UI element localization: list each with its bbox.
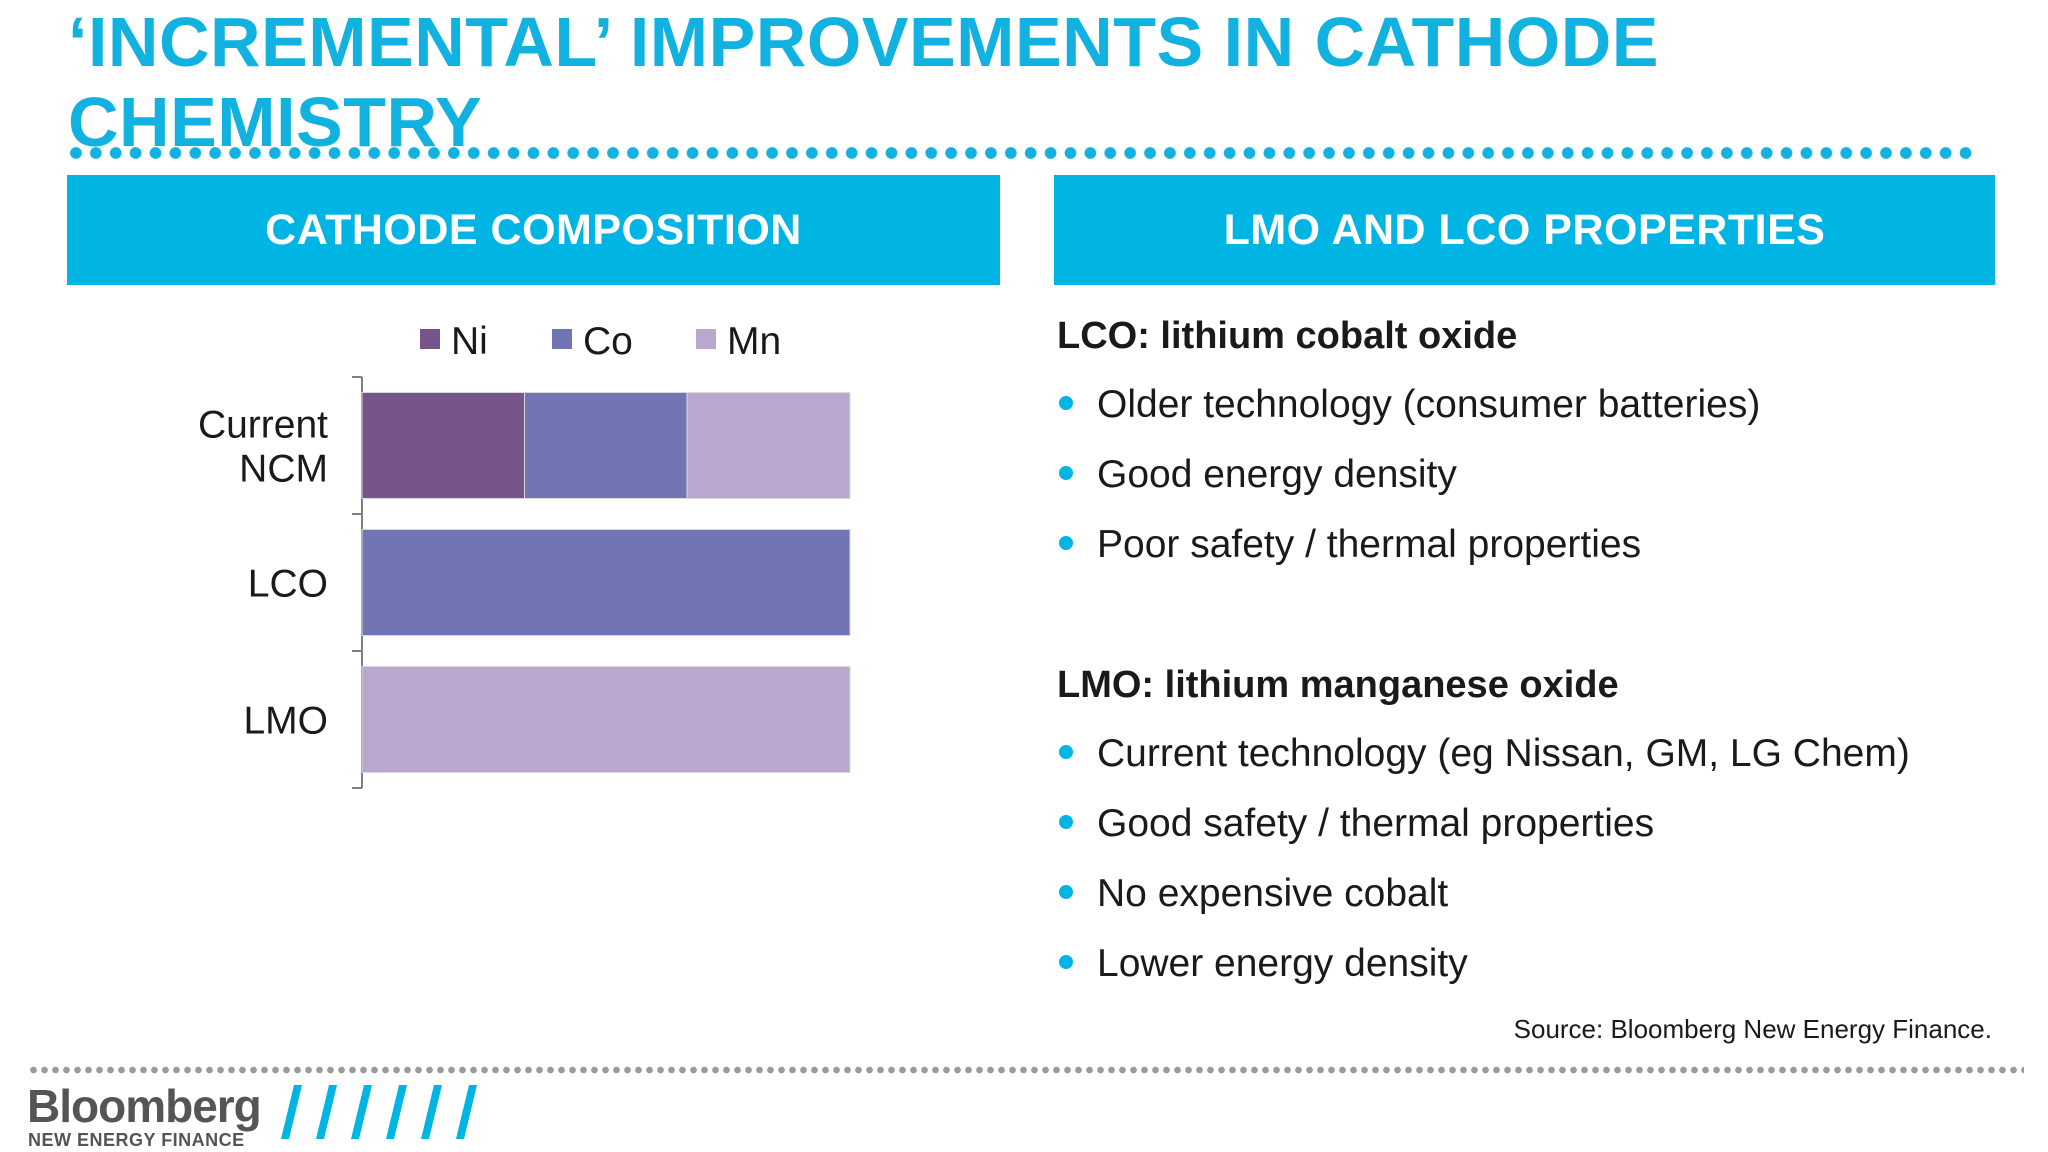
bullet-icon (1059, 536, 1073, 550)
lmo-bullet-list: Current technology (eg Nissan, GM, LG Ch… (1055, 727, 1910, 1007)
list-item: Good safety / thermal properties (1055, 797, 1910, 867)
list-item: Current technology (eg Nissan, GM, LG Ch… (1055, 727, 1910, 797)
bar-lmo-mn (361, 666, 851, 773)
bloomberg-logo: Bloomberg NEW ENERGY FINANCE (27, 1080, 267, 1150)
logo-wordmark: Bloomberg (27, 1080, 262, 1132)
bullet-icon (1059, 745, 1073, 759)
category-label-current-ncm: Current NCM (198, 404, 328, 491)
list-item: Lower energy density (1055, 937, 1910, 1007)
lmo-heading: LMO: lithium manganese oxide (1057, 664, 1619, 706)
bullet-icon (1059, 955, 1073, 969)
source-note: Source: Bloomberg New Energy Finance. (1513, 1014, 1992, 1044)
list-item: Older technology (consumer batteries) (1055, 378, 1760, 448)
bullet-text: Older technology (consumer batteries) (1097, 383, 1761, 426)
title-dotted-divider (66, 146, 1976, 160)
bar-layer (361, 392, 851, 773)
bullet-icon (1059, 466, 1073, 480)
list-item: Good energy density (1055, 448, 1760, 518)
bar-current-ncm-co (524, 392, 688, 499)
footer-dotted-divider (28, 1066, 2024, 1074)
bullet-text: Poor safety / thermal properties (1097, 523, 1642, 566)
bullet-text: Lower energy density (1097, 942, 1468, 985)
legend-label-mn: Mn (727, 320, 781, 363)
bullet-text: No expensive cobalt (1097, 872, 1449, 915)
category-label-lco: LCO (248, 563, 328, 606)
bullet-icon (1059, 396, 1073, 410)
properties-header: LMO AND LCO PROPERTIES (1054, 175, 1995, 285)
cathode-composition-header: CATHODE COMPOSITION (67, 175, 1000, 285)
category-axis (352, 376, 363, 789)
legend-swatch-co (552, 329, 572, 349)
legend-swatch-ni (420, 329, 440, 349)
bullet-text: Good safety / thermal properties (1097, 802, 1655, 845)
bullet-text: Good energy density (1097, 453, 1457, 496)
bullet-icon (1059, 815, 1073, 829)
list-item: No expensive cobalt (1055, 867, 1910, 937)
cathode-composition-chart: Ni Co Mn Current NCM LCO LMO (198, 320, 851, 789)
logo-tagline: NEW ENERGY FINANCE (28, 1130, 245, 1150)
slide-title: ‘INCREMENTAL’ IMPROVEMENTS IN CATHODE CH… (68, 3, 1659, 161)
legend-label-co: Co (583, 320, 633, 363)
lco-heading: LCO: lithium cobalt oxide (1057, 315, 1518, 357)
bullet-icon (1059, 885, 1073, 899)
bar-current-ncm-mn (686, 392, 851, 499)
category-labels: Current NCM LCO LMO (198, 404, 328, 743)
bar-lco-co (361, 529, 851, 636)
slashes-icon (281, 1085, 477, 1139)
bullet-text: Current technology (eg Nissan, GM, LG Ch… (1097, 732, 1910, 775)
category-label-lmo: LMO (243, 700, 328, 743)
chart-legend: Ni Co Mn (420, 320, 781, 363)
legend-label-ni: Ni (451, 320, 488, 363)
legend-swatch-mn (696, 329, 716, 349)
lco-bullet-list: Older technology (consumer batteries) Go… (1055, 378, 1760, 588)
list-item: Poor safety / thermal properties (1055, 518, 1760, 588)
bar-current-ncm-ni (361, 392, 526, 499)
